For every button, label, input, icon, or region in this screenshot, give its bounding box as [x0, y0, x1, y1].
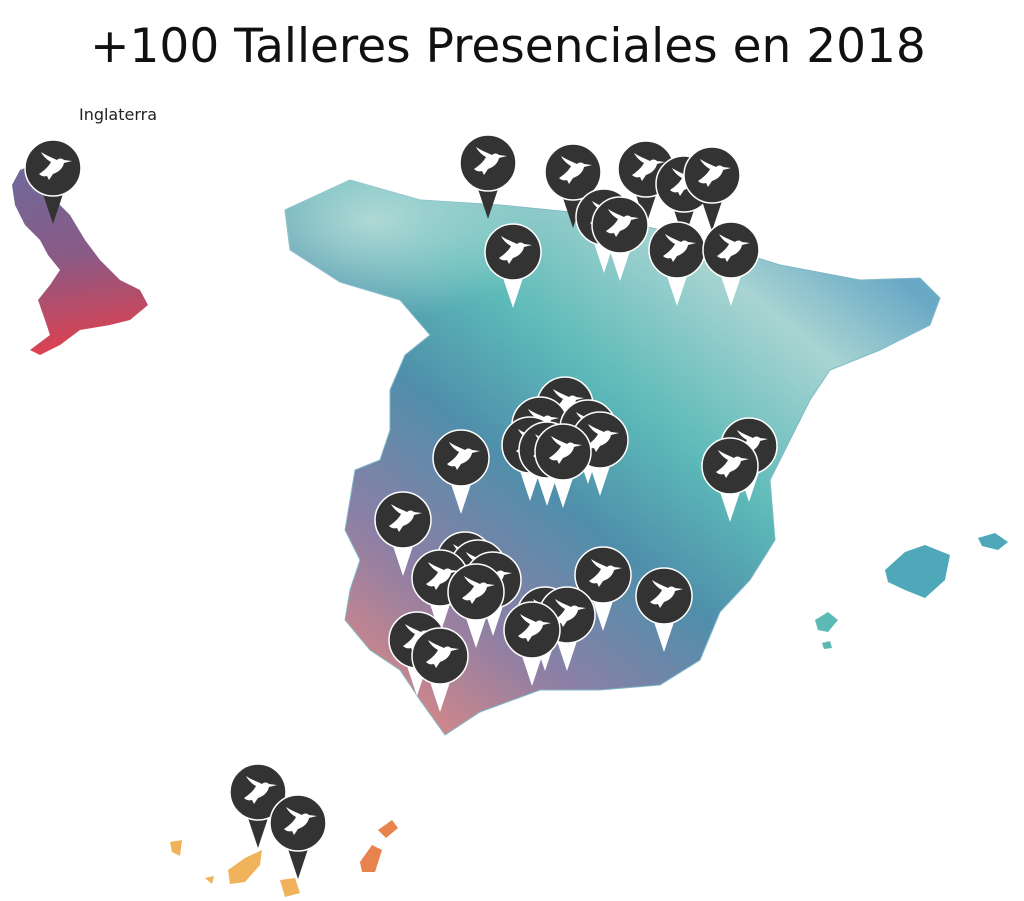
map-pin [229, 763, 287, 848]
map-pin [574, 546, 632, 631]
pin-tail [588, 460, 612, 496]
pin-tail [634, 189, 658, 225]
map-pin [374, 491, 432, 576]
pin-tail [665, 270, 689, 306]
map-pin [269, 794, 327, 879]
map-pin [683, 146, 741, 231]
map-pin [544, 143, 602, 228]
pin-tail [501, 272, 525, 308]
pins [24, 134, 778, 879]
map-pin [701, 437, 759, 522]
map-pin [591, 196, 649, 281]
island [815, 612, 838, 632]
map-pin [534, 423, 592, 508]
pin-tail [561, 192, 585, 228]
map-pin [702, 221, 760, 306]
island [228, 850, 262, 884]
pin-tail [41, 188, 65, 224]
pin-tail [286, 843, 310, 879]
pin-tail [718, 486, 742, 522]
island [822, 641, 832, 649]
pin-tail [476, 183, 500, 219]
map-pin [503, 601, 561, 686]
map-pin [447, 563, 505, 648]
island [378, 820, 398, 838]
map-pin [484, 223, 542, 308]
map-pin [24, 139, 82, 224]
pin-tail [449, 478, 473, 514]
island [978, 533, 1008, 550]
pin-tail [652, 616, 676, 652]
pin-tail [551, 472, 575, 508]
pin-tail [700, 195, 724, 231]
pin-tail [555, 635, 579, 671]
island [280, 878, 300, 897]
island [360, 845, 382, 872]
map-pin [635, 567, 693, 652]
pin-tail [428, 676, 452, 712]
pin-tail [246, 812, 270, 848]
island [205, 876, 214, 884]
pin-tail [535, 470, 559, 506]
england-shape [12, 160, 148, 355]
island [170, 840, 182, 856]
map-pin [411, 627, 469, 712]
spain-highlight [285, 180, 640, 380]
pin-tail [719, 270, 743, 306]
pin-tail [672, 204, 696, 240]
map-pin [459, 134, 517, 219]
pin-tail [591, 595, 615, 631]
pin-tail [464, 612, 488, 648]
pin-tail [520, 650, 544, 686]
region-label: Inglaterra [79, 105, 157, 124]
pin-tail [428, 598, 452, 634]
pin-tail [391, 540, 415, 576]
island [885, 545, 950, 598]
map-pin [432, 429, 490, 514]
title: +100 Talleres Presenciales en 2018 [90, 19, 926, 74]
pin-tail [608, 245, 632, 281]
